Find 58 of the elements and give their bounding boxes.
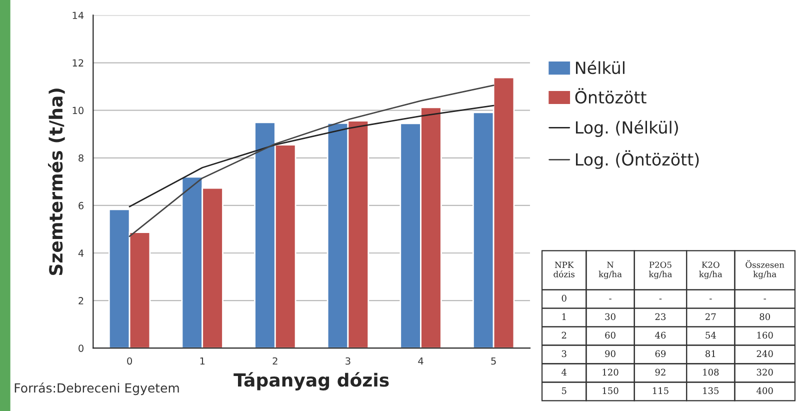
line-series <box>128 84 494 238</box>
x-tick-label: 2 <box>272 357 278 365</box>
text: NPK dózis <box>554 262 575 278</box>
y-tick-label: 6 <box>78 202 84 210</box>
text: 320 <box>756 368 773 376</box>
text: 1 <box>562 313 566 320</box>
text: 150 <box>602 387 618 394</box>
line-series <box>128 104 494 208</box>
y-tick-label: 12 <box>72 59 84 66</box>
text: Forrás:Debreceni Egyetem <box>14 382 179 396</box>
text: 27 <box>706 313 716 320</box>
text: 3 <box>562 350 566 358</box>
text: - <box>659 298 662 300</box>
text: 46 <box>655 332 666 339</box>
text: 60 <box>605 332 616 339</box>
legend-label: Log. (Öntözött) <box>576 150 699 169</box>
text: P2O5 kg/ha <box>648 262 672 279</box>
x-axis-title: Tápanyag dózis <box>234 372 389 390</box>
text: 23 <box>655 313 666 320</box>
text: 0 <box>562 294 566 302</box>
text: N kg/ha <box>598 262 622 279</box>
y-tick-label: 4 <box>78 250 84 257</box>
text: 400 <box>756 387 773 394</box>
x-tick-label: 0 <box>127 357 132 365</box>
text: 4 <box>562 368 567 376</box>
text: 69 <box>655 350 666 358</box>
text: 80 <box>760 313 770 320</box>
y-tick-label: 0 <box>78 344 84 352</box>
text: 81 <box>706 350 716 358</box>
y-tick-label: 14 <box>72 12 84 19</box>
text: 160 <box>757 332 773 339</box>
legend-label: Öntözött <box>575 88 646 104</box>
y-tick-label: 8 <box>78 154 84 162</box>
text: 2 <box>562 332 566 338</box>
text: Összesen kg/ha <box>746 260 784 279</box>
text: 90 <box>605 350 616 358</box>
text: - <box>609 298 612 300</box>
text: 5 <box>562 387 566 394</box>
text: 92 <box>655 368 666 376</box>
x-tick-label: 3 <box>346 357 350 365</box>
legend-label: Nélkül <box>576 60 624 74</box>
x-tick-label: 5 <box>491 357 496 365</box>
x-tick-label: 1 <box>200 357 205 365</box>
text: 108 <box>703 368 719 376</box>
y-axis-title: Szemtermés (t/ha) <box>48 88 65 275</box>
x-tick-label: 4 <box>418 357 424 365</box>
y-tick-label: 10 <box>72 106 84 114</box>
text: 54 <box>706 332 716 339</box>
text: 135 <box>703 387 719 394</box>
y-tick-label: 2 <box>78 297 84 304</box>
text: 115 <box>652 387 668 394</box>
text: 120 <box>602 368 618 376</box>
legend-label: Log. (Nélkül) <box>576 120 678 137</box>
text: 240 <box>756 350 773 358</box>
text: - <box>764 298 766 300</box>
text: 30 <box>605 313 616 320</box>
text: - <box>710 298 712 300</box>
text: K2O kg/ha <box>699 262 722 279</box>
